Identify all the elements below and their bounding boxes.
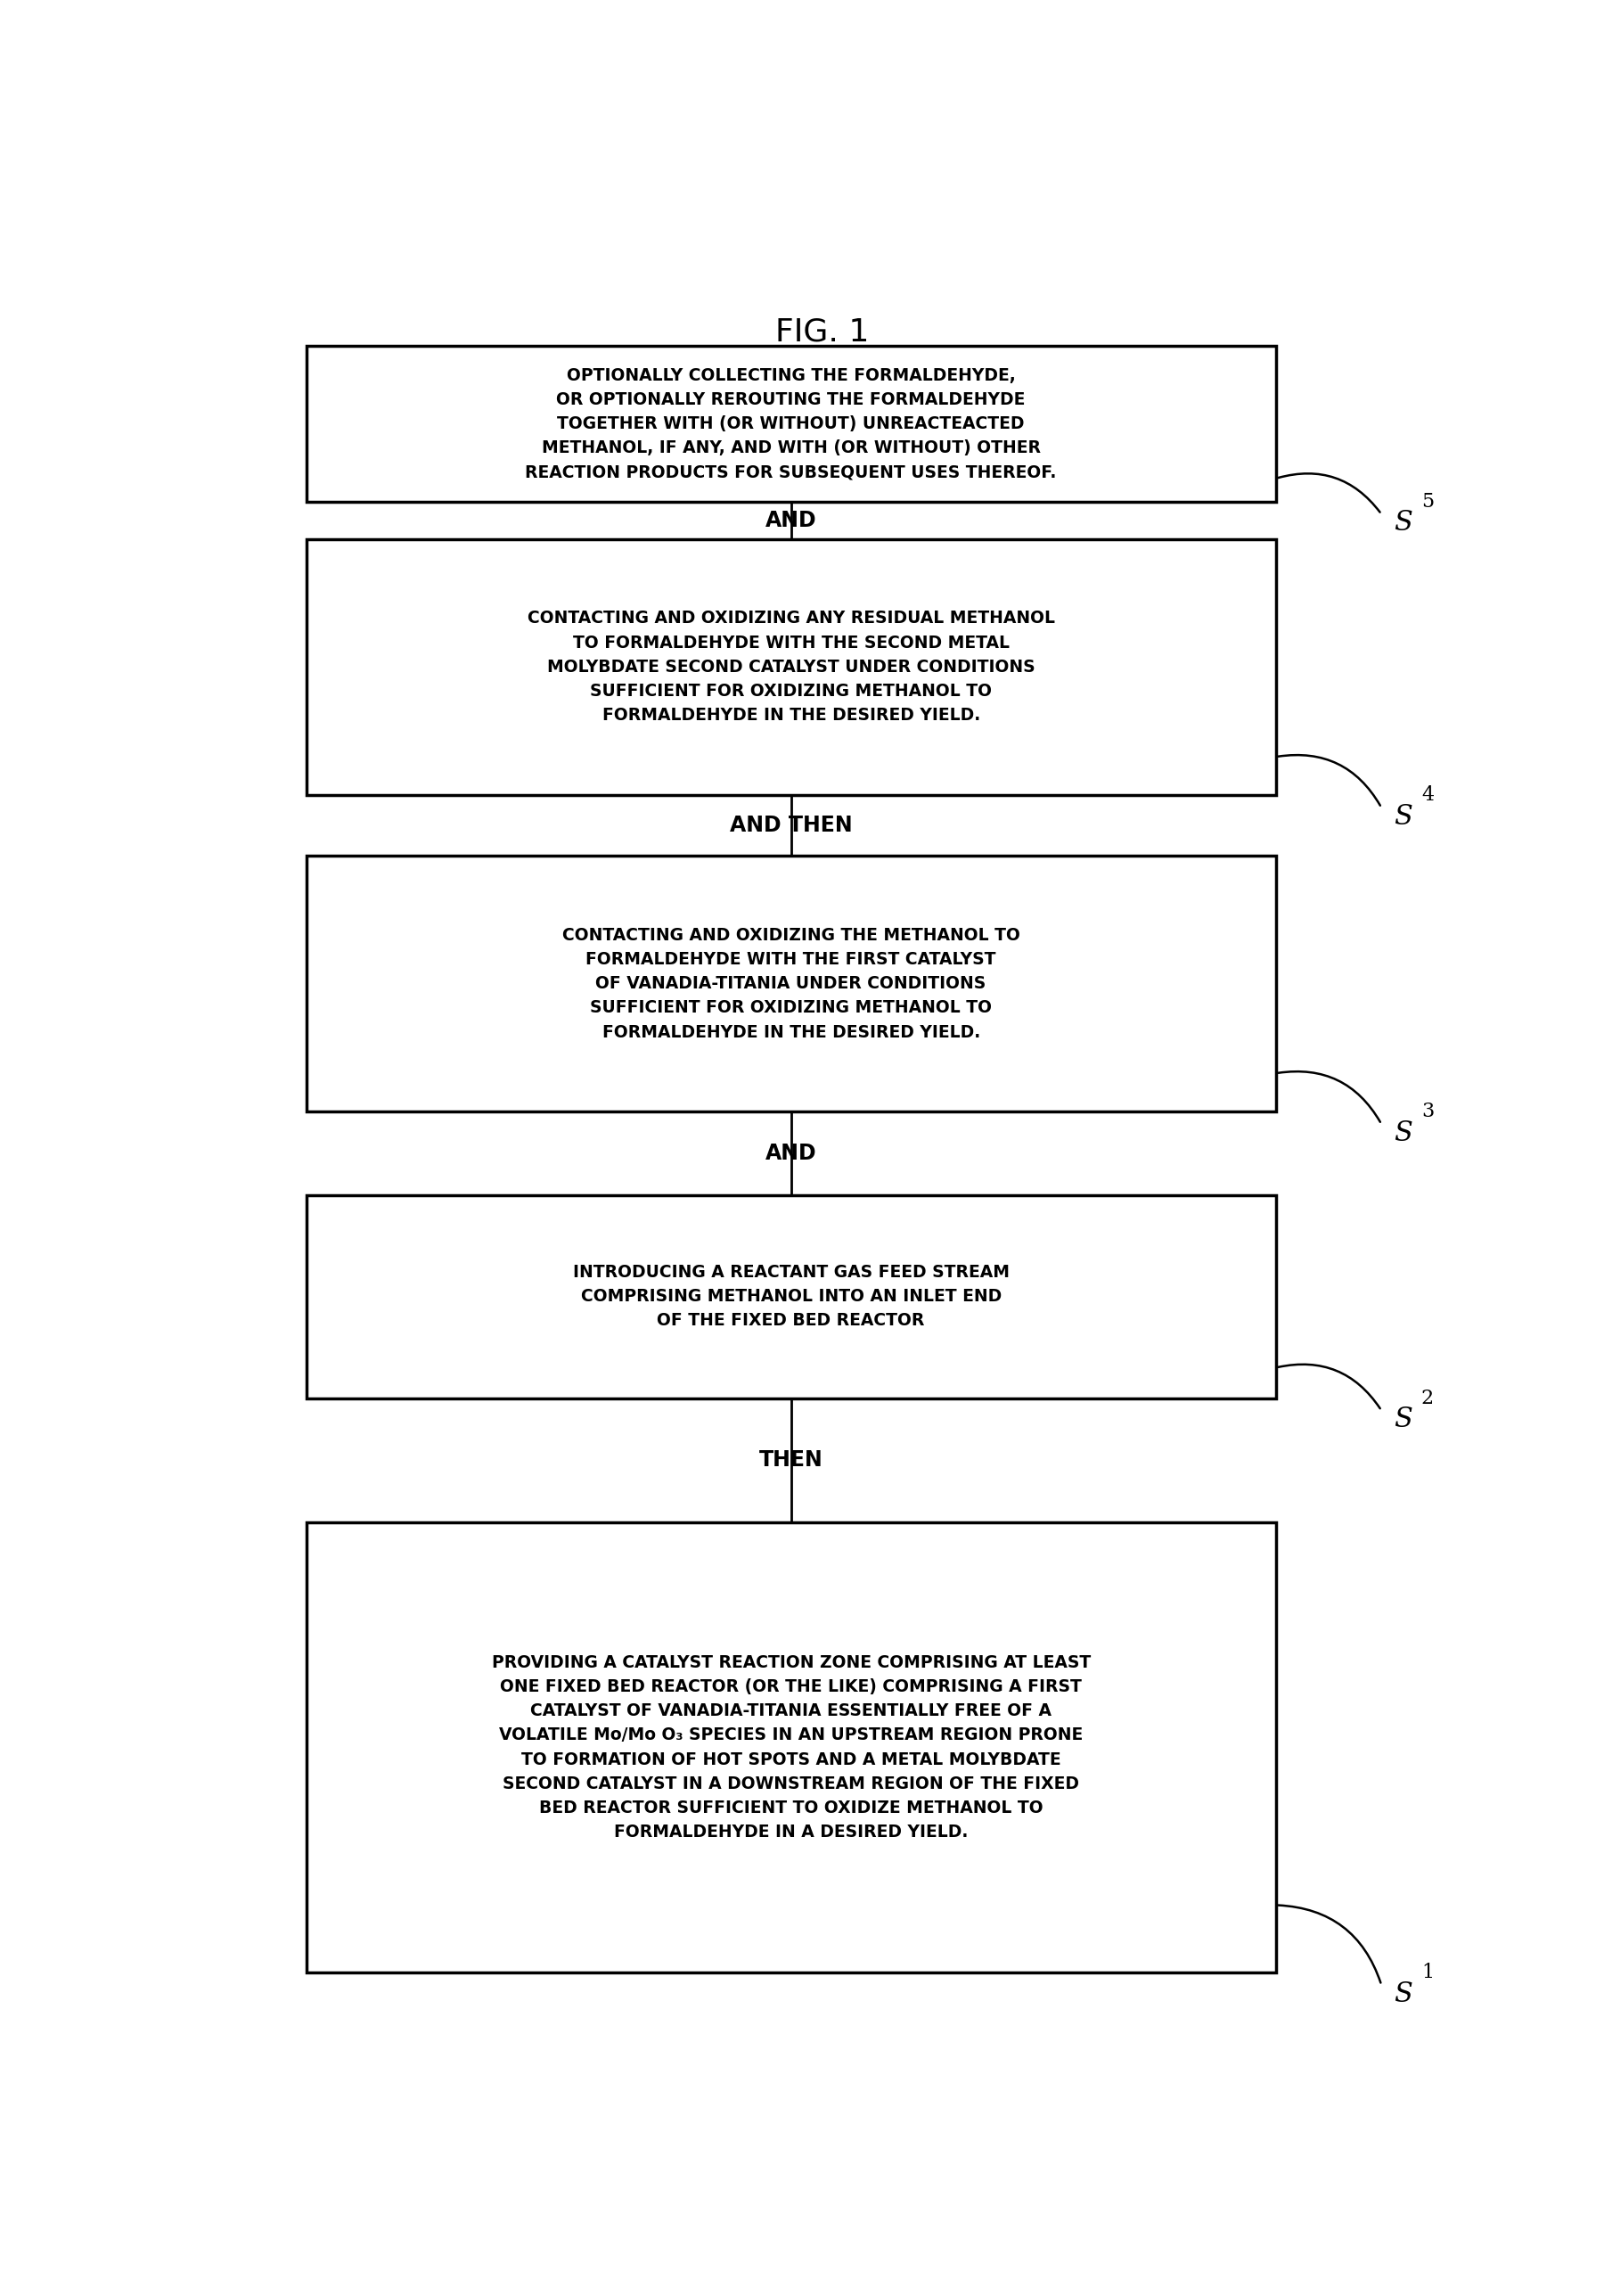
FancyBboxPatch shape xyxy=(306,347,1275,503)
Text: CONTACTING AND OXIDIZING THE METHANOL TO
FORMALDEHYDE WITH THE FIRST CATALYST
OF: CONTACTING AND OXIDIZING THE METHANOL TO… xyxy=(561,928,1020,1040)
Text: FIG. 1: FIG. 1 xyxy=(775,317,869,347)
Text: INTRODUCING A REACTANT GAS FEED STREAM
COMPRISING METHANOL INTO AN INLET END
OF : INTRODUCING A REACTANT GAS FEED STREAM C… xyxy=(573,1263,1009,1329)
Text: S: S xyxy=(1394,804,1413,831)
FancyBboxPatch shape xyxy=(306,1522,1275,1972)
Text: THEN: THEN xyxy=(759,1449,823,1472)
Text: 2: 2 xyxy=(1421,1389,1434,1407)
Text: AND: AND xyxy=(765,510,816,530)
Text: CONTACTING AND OXIDIZING ANY RESIDUAL METHANOL
TO FORMALDEHYDE WITH THE SECOND M: CONTACTING AND OXIDIZING ANY RESIDUAL ME… xyxy=(528,611,1055,723)
Text: S: S xyxy=(1394,510,1413,537)
FancyBboxPatch shape xyxy=(306,856,1275,1111)
Text: S: S xyxy=(1394,1979,1413,2007)
Text: S: S xyxy=(1394,1405,1413,1433)
Text: 4: 4 xyxy=(1421,785,1434,806)
Text: 5: 5 xyxy=(1421,491,1434,512)
Text: 1: 1 xyxy=(1421,1963,1434,1981)
Text: PROVIDING A CATALYST REACTION ZONE COMPRISING AT LEAST
ONE FIXED BED REACTOR (OR: PROVIDING A CATALYST REACTION ZONE COMPR… xyxy=(491,1653,1091,1841)
FancyBboxPatch shape xyxy=(306,1194,1275,1398)
Text: AND: AND xyxy=(765,1143,816,1164)
Text: OPTIONALLY COLLECTING THE FORMALDEHYDE,
OR OPTIONALLY REROUTING THE FORMALDEHYDE: OPTIONALLY COLLECTING THE FORMALDEHYDE, … xyxy=(525,367,1057,482)
Text: 3: 3 xyxy=(1421,1102,1434,1120)
Text: S: S xyxy=(1394,1118,1413,1146)
Text: AND THEN: AND THEN xyxy=(730,815,852,836)
FancyBboxPatch shape xyxy=(306,540,1275,794)
